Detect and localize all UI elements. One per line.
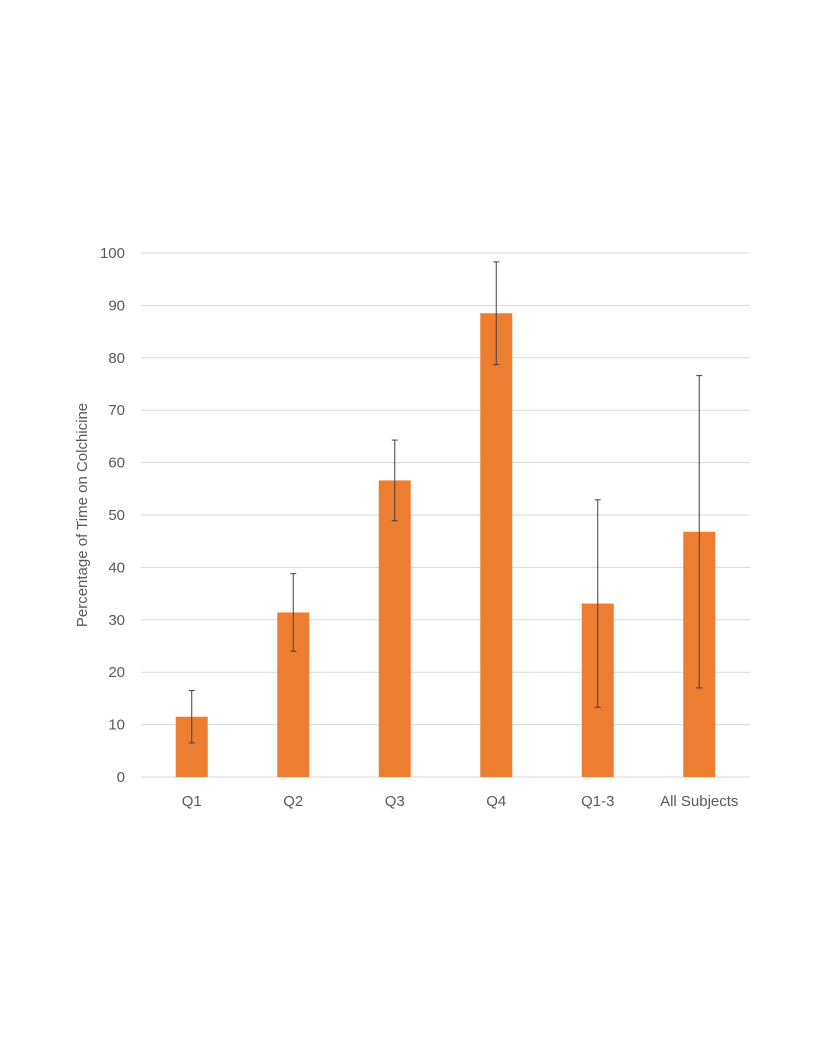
- error-bar: [594, 499, 601, 708]
- y-tick-label: 50: [108, 507, 125, 524]
- y-axis-title: Percentage of Time on Colchicine: [74, 403, 91, 627]
- y-tick-label: 100: [100, 245, 125, 262]
- x-tick-label: All Subjects: [660, 793, 738, 810]
- x-tick-label: Q1: [182, 793, 202, 810]
- gridlines: [141, 252, 750, 778]
- y-tick-label: 80: [108, 350, 125, 367]
- y-tick-label: 90: [108, 297, 125, 314]
- y-tick-label: 0: [117, 769, 125, 786]
- y-tick-label: 20: [108, 664, 125, 681]
- y-tick-label: 30: [108, 612, 125, 629]
- y-tick-label: 70: [108, 402, 125, 419]
- y-tick-label: 60: [108, 455, 125, 472]
- error-bar: [696, 375, 703, 689]
- x-tick-label: Q1-3: [581, 793, 614, 810]
- error-bar: [290, 573, 297, 652]
- error-bar: [391, 439, 398, 522]
- error-bar: [188, 690, 195, 744]
- x-axis-tick-labels: Q1 Q2 Q3 Q4 Q1-3 All Subjects: [182, 793, 739, 810]
- x-tick-label: Q3: [385, 793, 405, 810]
- bar-q4: [480, 313, 513, 777]
- y-tick-label: 10: [108, 717, 125, 734]
- x-tick-label: Q2: [283, 793, 303, 810]
- error-bar: [493, 261, 500, 366]
- y-axis-tick-labels: 0 10 20 30 40 50 60 70 80 90 100: [100, 245, 125, 786]
- y-tick-label: 40: [108, 559, 125, 576]
- error-bars: [188, 261, 703, 744]
- bars: [175, 313, 716, 777]
- x-tick-label: Q4: [486, 793, 506, 810]
- bar-q3: [378, 480, 411, 777]
